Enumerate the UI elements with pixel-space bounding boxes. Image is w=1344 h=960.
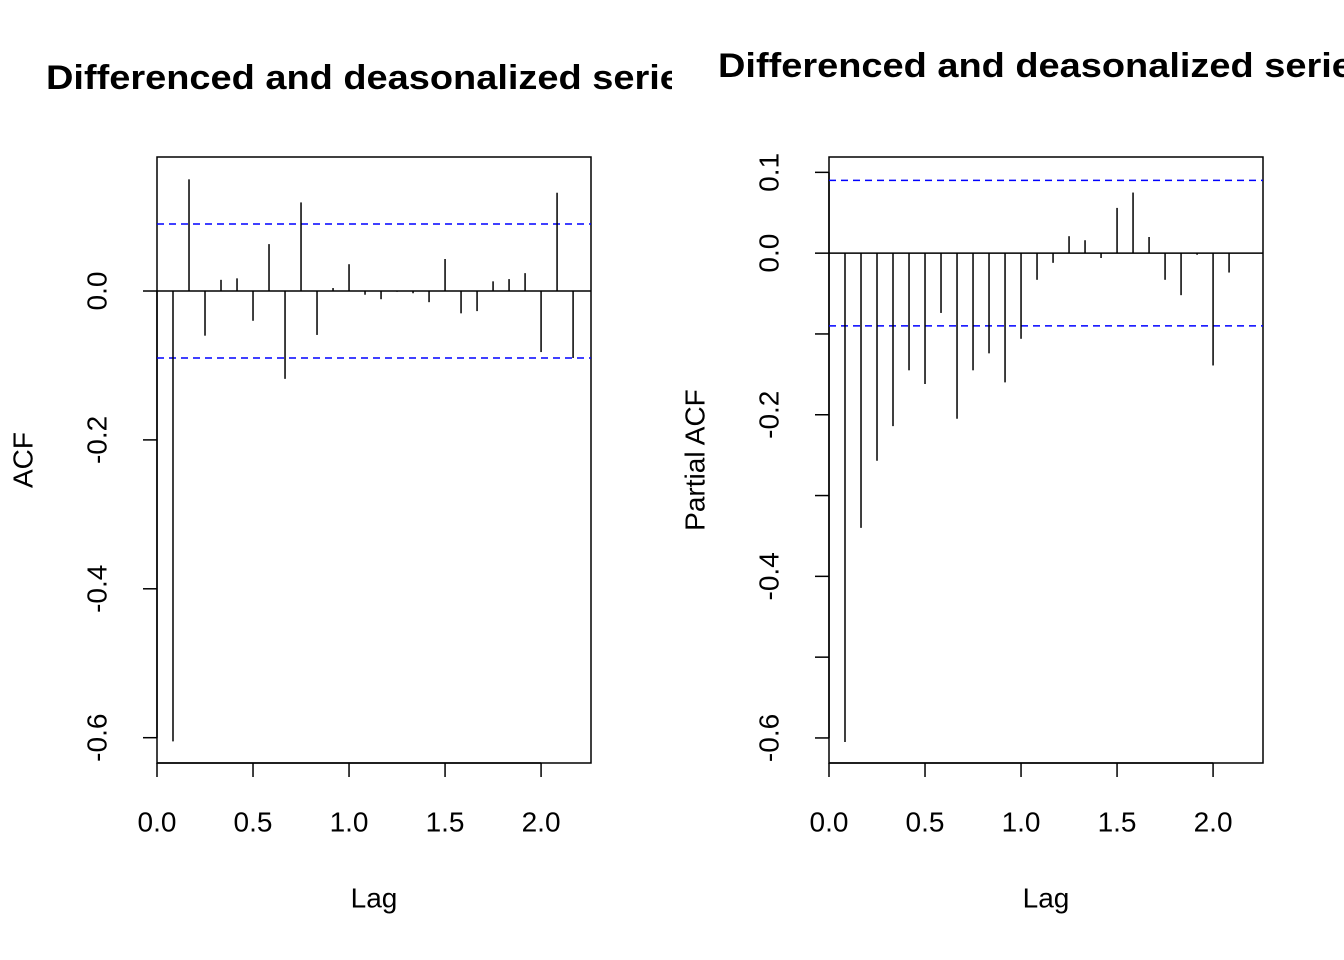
x-tick-label: 1.0 [330,806,369,837]
y-tick-label: -0.6 [81,714,112,762]
x-tick-label: 0.5 [906,806,945,837]
plot-box [828,156,1264,764]
y-tick-label: -0.6 [753,714,784,762]
y-tick-label: 0.0 [81,272,112,311]
plot-box [156,156,592,764]
y-tick-label: -0.4 [753,552,784,600]
x-tick-label: 2.0 [1194,806,1233,837]
x-axis-label: Lag [351,882,398,913]
y-axis-label: ACF [7,432,38,488]
y-tick-label: -0.2 [753,391,784,439]
x-tick-label: 0.0 [810,806,849,837]
x-tick-label: 0.5 [234,806,273,837]
y-tick-label: -0.2 [81,416,112,464]
y-tick-label: 0.0 [753,234,784,273]
panel: Differenced and deasonalized series Lag AC… [7,59,702,913]
x-tick-label: 1.0 [1002,806,1041,837]
y-tick-label: 0.1 [753,153,784,192]
x-axis-label: Lag [1023,882,1070,913]
panel: Differenced and deasonalized series Lag Pa… [679,47,1344,913]
chart-title: Differenced and deasonalized series [46,59,702,97]
x-tick-label: 1.5 [426,806,465,837]
x-tick-label: 2.0 [522,806,561,837]
x-tick-label: 0.0 [138,806,177,837]
y-tick-label: -0.4 [81,565,112,613]
y-axis-label: Partial ACF [679,389,710,531]
chart-title: Differenced and deasonalized series [718,47,1344,85]
x-tick-label: 1.5 [1098,806,1137,837]
